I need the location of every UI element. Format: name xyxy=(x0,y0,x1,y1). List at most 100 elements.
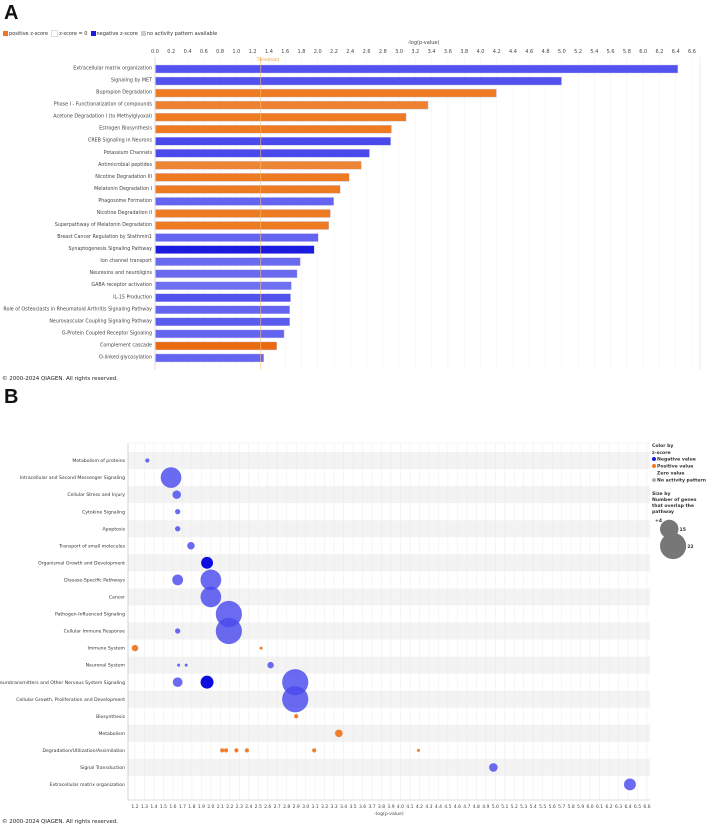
row-label: Cellular Immune Response xyxy=(64,629,126,635)
bar xyxy=(155,100,429,110)
bar xyxy=(155,76,562,86)
row-band xyxy=(128,724,650,742)
bubble xyxy=(172,574,184,586)
x-tick-label: 3.2 xyxy=(321,804,328,810)
bubble xyxy=(200,586,222,608)
x-tick-label: 6.5 xyxy=(634,804,641,810)
legend-label: No activity pattern xyxy=(657,478,706,484)
x-axis-title: -log(p-value) xyxy=(374,811,403,817)
legend-item: Negative value xyxy=(652,457,708,464)
row-band xyxy=(128,588,650,606)
panel-b-legend: Color by z-score Negative value Positive … xyxy=(652,444,708,570)
x-tick-label: 2.0 xyxy=(207,804,214,810)
row-label: Intracellular and Second Messenger Signa… xyxy=(20,475,125,481)
x-tick-label: 3.4 xyxy=(428,49,436,55)
bar-label: Role of Osteoclasts in Rheumatoid Arthri… xyxy=(3,306,152,312)
x-tick-label: 3.5 xyxy=(349,804,356,810)
row-label: Metabolism of proteins xyxy=(72,458,125,464)
x-tick-label: 1.8 xyxy=(188,804,195,810)
x-tick-label: 3.7 xyxy=(368,804,375,810)
row-label: Disease-Specific Pathways xyxy=(64,577,125,583)
bar xyxy=(155,88,497,98)
bar-label: Nicotine Degradation III xyxy=(95,174,152,180)
x-tick-label: 5.7 xyxy=(558,804,565,810)
legend-dot xyxy=(652,464,656,469)
x-tick-label: 0.6 xyxy=(200,49,208,55)
bubble xyxy=(175,628,181,634)
bubble xyxy=(244,748,249,753)
bubble xyxy=(223,748,229,753)
bubble xyxy=(489,763,498,772)
x-tick-label: 5.0 xyxy=(558,49,566,55)
x-tick-label: 1.4 xyxy=(150,804,157,810)
bar-label: Nicotine Degradation II xyxy=(97,210,152,216)
bubble xyxy=(160,467,182,488)
x-tick-label: 1.7 xyxy=(179,804,186,810)
x-tick-label: 0.4 xyxy=(184,49,192,55)
bar-label: Phagosome Formation xyxy=(98,198,152,204)
row-band xyxy=(128,520,650,538)
legend-item: Zero value xyxy=(652,471,708,478)
x-tick-label: 5.8 xyxy=(568,804,575,810)
x-tick-label: 4.4 xyxy=(509,49,517,55)
x-tick-label: 5.2 xyxy=(511,804,518,810)
bar xyxy=(155,173,350,182)
bubble xyxy=(175,509,181,515)
legend-label: negative z-score xyxy=(96,30,138,37)
bar-label: Ion channel transport xyxy=(100,258,152,264)
bar-label: IL-15 Production xyxy=(113,294,152,300)
x-tick-label: 5.6 xyxy=(607,49,615,55)
row-band xyxy=(128,758,650,776)
bar-label: G-Protein Coupled Receptor Signaling xyxy=(62,330,152,336)
x-tick-label: 4.6 xyxy=(454,804,461,810)
x-tick-label: 1.6 xyxy=(281,49,289,55)
bubble xyxy=(215,617,242,645)
x-tick-label: 0.8 xyxy=(216,49,224,55)
bar-label: Synaptogenesis Signaling Pathway xyxy=(69,246,153,252)
bar xyxy=(155,185,341,194)
row-label: Cancer xyxy=(109,595,125,601)
x-tick-label: 1.5 xyxy=(160,804,167,810)
x-tick-label: 2.1 xyxy=(217,804,224,810)
x-tick-label: 2.6 xyxy=(363,49,371,55)
bar xyxy=(155,353,264,363)
bar xyxy=(155,197,334,206)
bar-chart: -log(p-value) 0.0 0.2 0.4 0.6 0.8 1.0 1.2 1.4 1.6… xyxy=(3,40,701,370)
size-legend-circle xyxy=(660,533,687,560)
legend-item: Positive value xyxy=(652,464,708,471)
bar-label: Potassium Channels xyxy=(104,150,153,156)
bar xyxy=(155,233,319,242)
x-tick-label: 1.4 xyxy=(265,49,273,55)
panel-a-label: A xyxy=(4,2,19,24)
x-tick-label: 2.7 xyxy=(274,804,281,810)
bubble xyxy=(172,677,183,688)
bar xyxy=(155,221,330,230)
x-tick-label: 3.4 xyxy=(340,804,347,810)
bar-label: Acetone Degradation I (to Methylglyoxal) xyxy=(53,114,152,120)
x-tick-label: 6.2 xyxy=(605,804,612,810)
bar-label: CREB Signaling in Neurons xyxy=(88,138,153,144)
x-tick-label: 2.9 xyxy=(293,804,300,810)
bubble xyxy=(282,686,309,713)
bubble xyxy=(201,556,214,569)
legend-label: z-score = 0 xyxy=(59,31,88,37)
legend-label: positive z-score xyxy=(9,30,49,37)
bar-label: Neurexins and neuroligins xyxy=(89,270,152,276)
legend-item: positive z-score xyxy=(3,30,49,37)
x-tick-label: 3.1 xyxy=(312,804,319,810)
x-tick-label: 6.4 xyxy=(672,49,680,55)
legend-label: Positive value xyxy=(657,464,694,470)
bar xyxy=(155,269,298,278)
legend-swatch xyxy=(140,30,146,36)
row-label: Cellular Growth, Proliferation and Devel… xyxy=(16,697,125,703)
bar-label: Neurovascular Coupling Signaling Pathway xyxy=(49,318,152,324)
legend-dot xyxy=(652,471,656,476)
x-tick-label: 2.8 xyxy=(379,49,387,55)
x-tick-label: 5.6 xyxy=(549,804,556,810)
panel-b-label: B xyxy=(4,386,19,408)
x-tick-label: 2.2 xyxy=(226,804,233,810)
size-legend-label: 15 xyxy=(680,527,686,533)
bar-label: Phase I - Functionalization of compounds xyxy=(54,102,153,108)
x-tick-label: 5.9 xyxy=(577,804,584,810)
size-legend-label: +4 xyxy=(655,518,662,524)
